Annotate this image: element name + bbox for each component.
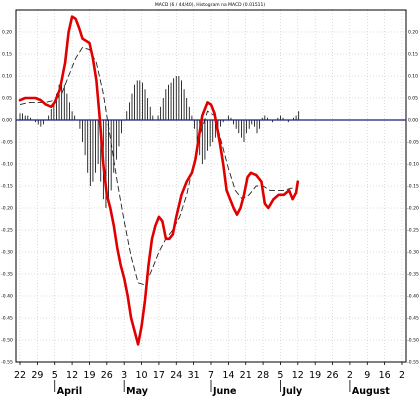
x-day-label: 17 xyxy=(153,370,165,381)
grid-lines xyxy=(16,10,406,363)
macd-line-group xyxy=(18,15,300,346)
x-day-label: 26 xyxy=(101,370,113,381)
x-month-label: July xyxy=(281,386,303,397)
x-day-label: 5 xyxy=(277,370,283,381)
y-tick-label: -0.05 xyxy=(1,140,13,146)
x-month-label: May xyxy=(126,386,149,397)
x-day-label: 2 xyxy=(399,370,405,381)
x-day-label: 9 xyxy=(364,370,370,381)
y-tick-label: -0.20 xyxy=(407,206,419,212)
x-day-label: 19 xyxy=(83,370,95,381)
x-day-label: 12 xyxy=(66,370,78,381)
x-day-label: 29 xyxy=(31,370,43,381)
x-month-label: August xyxy=(352,386,390,397)
y-tick-label: -0.40 xyxy=(1,294,13,300)
y-tick-label: 0.05 xyxy=(2,96,12,102)
y-tick-label: -0.55 xyxy=(1,360,13,366)
x-day-label: 26 xyxy=(326,370,338,381)
y-tick-label: -0.30 xyxy=(1,250,13,256)
x-day-label: 21 xyxy=(240,370,252,381)
y-tick-label: -0.50 xyxy=(407,338,419,344)
x-month-label: June xyxy=(212,386,237,397)
y-axis-left: 0.20 0.15 0.10 0.05 0.00 -0.05 -0.10 -0.15 -0.20… xyxy=(1,30,13,366)
y-tick-label: 0.15 xyxy=(2,52,12,58)
x-day-label: 3 xyxy=(121,370,127,381)
y-tick-label: 0.10 xyxy=(408,74,418,80)
x-day-label: 24 xyxy=(170,370,182,381)
x-day-label: 16 xyxy=(379,370,391,381)
y-tick-label: -0.15 xyxy=(407,184,419,190)
y-tick-label: -0.20 xyxy=(1,206,13,212)
y-tick-label: -0.15 xyxy=(1,184,13,190)
y-tick-label: 0.05 xyxy=(408,96,418,102)
y-tick-label: -0.35 xyxy=(407,272,419,278)
x-day-label: 19 xyxy=(309,370,321,381)
x-day-label: 7 xyxy=(208,370,214,381)
y-tick-label: -0.25 xyxy=(407,228,419,234)
x-day-label: 2 xyxy=(347,370,353,381)
y-tick-label: -0.40 xyxy=(407,294,419,300)
y-tick-label: -0.30 xyxy=(407,250,419,256)
macd-line xyxy=(18,15,300,346)
x-day-label: 22 xyxy=(14,370,26,381)
y-tick-label: 0.20 xyxy=(2,30,12,36)
y-axis-right: 0.20 0.15 0.10 0.05 0.00 -0.05 -0.10 -0.15 -0.20… xyxy=(407,30,419,366)
y-tick-label: -0.10 xyxy=(1,162,13,168)
x-day-label: 5 xyxy=(52,370,58,381)
x-day-label: 28 xyxy=(257,370,269,381)
chart-title: MACD (6 / 44/40), Histogram na MACD (0.0… xyxy=(155,2,266,8)
y-tick-label: -0.45 xyxy=(1,316,13,322)
y-tick-label: 0.20 xyxy=(408,30,418,36)
y-tick-label: -0.10 xyxy=(407,162,419,168)
y-tick-label: 0.00 xyxy=(2,118,12,124)
y-tick-label: -0.35 xyxy=(1,272,13,278)
x-axis: 22 29 5 12 19 26 3 10 17 24 31 7 14 21 28 5 12 19 26 2 9 16 2A… xyxy=(14,362,405,397)
y-tick-label: -0.25 xyxy=(1,228,13,234)
x-day-label: 14 xyxy=(222,370,234,381)
x-day-label: 31 xyxy=(188,370,200,381)
y-tick-label: -0.55 xyxy=(407,360,419,366)
x-day-label: 12 xyxy=(292,370,304,381)
x-month-label: April xyxy=(57,386,82,397)
y-tick-label: 0.15 xyxy=(408,52,418,58)
x-day-label: 10 xyxy=(135,370,147,381)
y-tick-label: -0.50 xyxy=(1,338,13,344)
y-tick-label: 0.00 xyxy=(408,118,418,124)
signal-line-group xyxy=(19,46,298,286)
y-tick-label: 0.10 xyxy=(2,74,12,80)
y-tick-label: -0.05 xyxy=(407,140,419,146)
y-tick-label: -0.45 xyxy=(407,316,419,322)
signal-line xyxy=(19,46,298,286)
